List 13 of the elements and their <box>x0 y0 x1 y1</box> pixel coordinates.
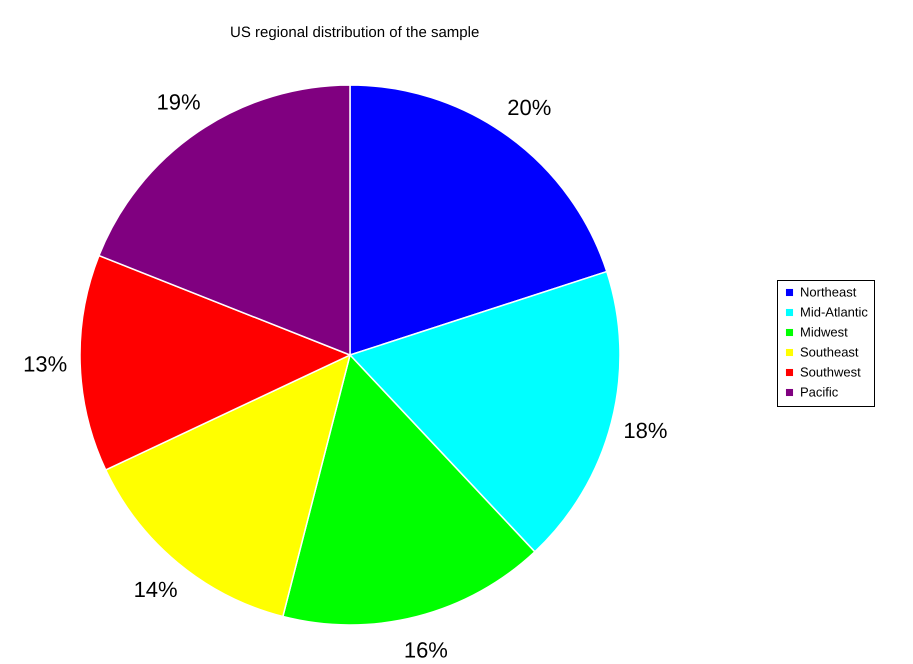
data-label: 16% <box>404 637 448 662</box>
legend-label: Southeast <box>800 344 859 360</box>
legend-label: Pacific <box>800 384 839 400</box>
legend-label: Northeast <box>800 284 857 300</box>
legend-label: Southwest <box>800 364 862 380</box>
data-label: 20% <box>507 95 552 120</box>
data-label: 19% <box>156 90 201 115</box>
legend-label: Mid-Atlantic <box>800 304 868 320</box>
data-label: 13% <box>23 352 68 377</box>
chart-title: US regional distribution of the sample <box>230 24 480 41</box>
data-label: 14% <box>134 577 178 602</box>
data-label: 18% <box>623 418 668 443</box>
legend-label: Midwest <box>800 324 848 340</box>
